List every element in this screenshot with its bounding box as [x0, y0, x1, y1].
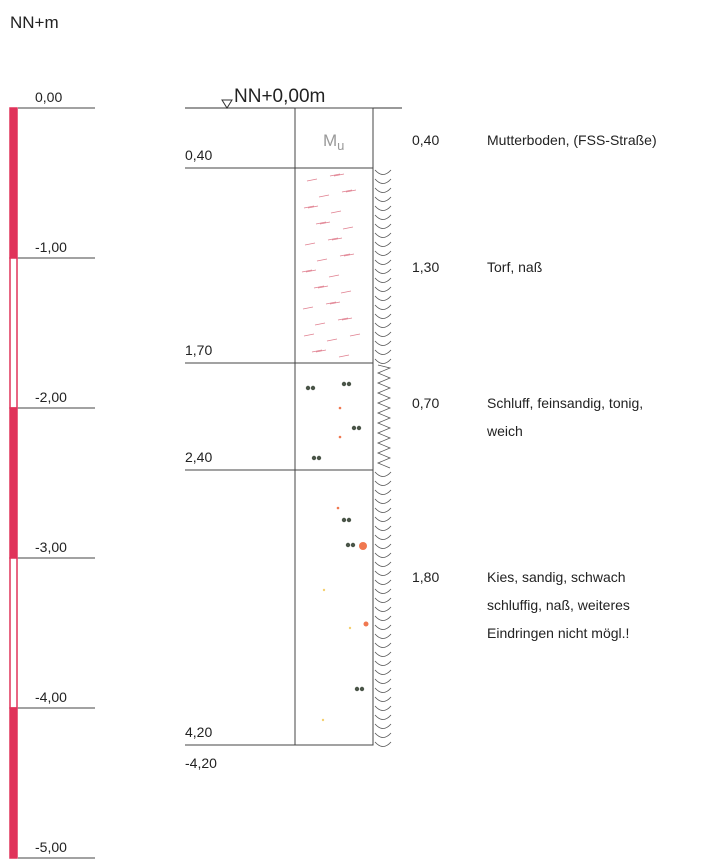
- gravel: [363, 621, 369, 627]
- layer-thickness: 0,40: [412, 132, 439, 148]
- stone: [310, 385, 316, 391]
- layer-description: Kies, sandig, schwach: [487, 569, 626, 585]
- layer-description: Eindringen nicht mögl.!: [487, 625, 629, 641]
- stone: [345, 542, 351, 548]
- gravel: [338, 406, 342, 410]
- peat-dash: [314, 322, 326, 326]
- stone: [316, 455, 322, 461]
- stone: [346, 517, 352, 523]
- peat-dash: [306, 178, 318, 182]
- layer-description: Schluff, feinsandig, tonig,: [487, 395, 643, 411]
- soil-column: [294, 107, 374, 746]
- stone: [346, 381, 352, 387]
- peat-dash: [325, 301, 337, 305]
- stone: [341, 381, 347, 387]
- peat-dash: [315, 349, 327, 353]
- peat-dash: [303, 205, 315, 209]
- layer-thickness: 1,80: [412, 569, 439, 585]
- ground-marker: [221, 99, 233, 109]
- peat-dash: [349, 333, 361, 337]
- peat-dash: [329, 301, 341, 305]
- layer-description: Torf, naß: [487, 259, 542, 275]
- peat-dash: [343, 253, 355, 257]
- column-symbol: Mu: [323, 131, 344, 153]
- depth-label: 0,40: [185, 147, 212, 163]
- hatch-zigzag: [376, 364, 392, 469]
- layer-description: schluffig, naß, weiteres: [487, 597, 630, 613]
- peat-dash: [330, 210, 342, 214]
- hatch-arcs: [374, 169, 392, 747]
- stone: [311, 455, 317, 461]
- peat-dash: [319, 221, 331, 225]
- scale-segment: [9, 407, 18, 559]
- scale-label: -3,00: [35, 539, 67, 555]
- stone: [350, 542, 356, 548]
- stone: [305, 385, 311, 391]
- peat-dash: [313, 285, 325, 289]
- gravel: [348, 626, 352, 630]
- peat-dash: [337, 317, 349, 321]
- scale-label: 0,00: [35, 89, 62, 105]
- gravel: [322, 588, 326, 592]
- scale-label: -4,00: [35, 689, 67, 705]
- layer-description: weich: [486, 423, 523, 439]
- depth-label: 4,20: [185, 724, 212, 740]
- peat-dash: [315, 221, 327, 225]
- gravel: [359, 542, 367, 550]
- peat-dash: [345, 189, 357, 193]
- peat-dash: [307, 205, 319, 209]
- layer-description: Mutterboden, (FSS-Straße): [487, 132, 657, 148]
- scale-label: -1,00: [35, 239, 67, 255]
- scale-segment: [9, 257, 18, 409]
- peat-dash: [317, 285, 329, 289]
- peat-dash: [328, 274, 340, 278]
- depth-label: 1,70: [185, 342, 212, 358]
- bottom-elevation: -4,20: [185, 755, 217, 771]
- peat-dash: [316, 258, 328, 262]
- peat-dash: [338, 354, 350, 358]
- stone: [354, 686, 360, 692]
- peat-dash: [329, 173, 341, 177]
- peat-dash: [342, 226, 354, 230]
- peat-dash: [301, 269, 313, 273]
- scale-segment: [9, 707, 18, 859]
- peat-dash: [341, 317, 353, 321]
- peat-dash: [327, 237, 339, 241]
- gravel: [336, 506, 340, 510]
- peat-dash: [318, 194, 330, 198]
- peat-dash: [303, 333, 315, 337]
- peat-dash: [305, 269, 317, 273]
- stone: [356, 425, 362, 431]
- gravel: [338, 435, 342, 439]
- layer-thickness: 1,30: [412, 259, 439, 275]
- unit-label: NN+m: [10, 13, 59, 32]
- stone: [341, 517, 347, 523]
- peat-dash: [339, 253, 351, 257]
- scale-segment: [9, 557, 18, 709]
- stone: [359, 686, 365, 692]
- peat-dash: [311, 349, 323, 353]
- peat-dash: [302, 306, 314, 310]
- scale-label: -5,00: [35, 839, 67, 855]
- peat-dash: [304, 242, 316, 246]
- peat-dash: [341, 189, 353, 193]
- layer-thickness: 0,70: [412, 395, 439, 411]
- ground-label: NN+0,00m: [234, 86, 325, 107]
- depth-label: 2,40: [185, 449, 212, 465]
- peat-dash: [331, 237, 343, 241]
- scale-label: -2,00: [35, 389, 67, 405]
- scale-segment: [9, 107, 18, 259]
- peat-dash: [326, 338, 338, 342]
- stone: [351, 425, 357, 431]
- peat-dash: [333, 173, 345, 177]
- peat-dash: [340, 290, 352, 294]
- patterns: [301, 169, 392, 747]
- gravel: [321, 718, 325, 722]
